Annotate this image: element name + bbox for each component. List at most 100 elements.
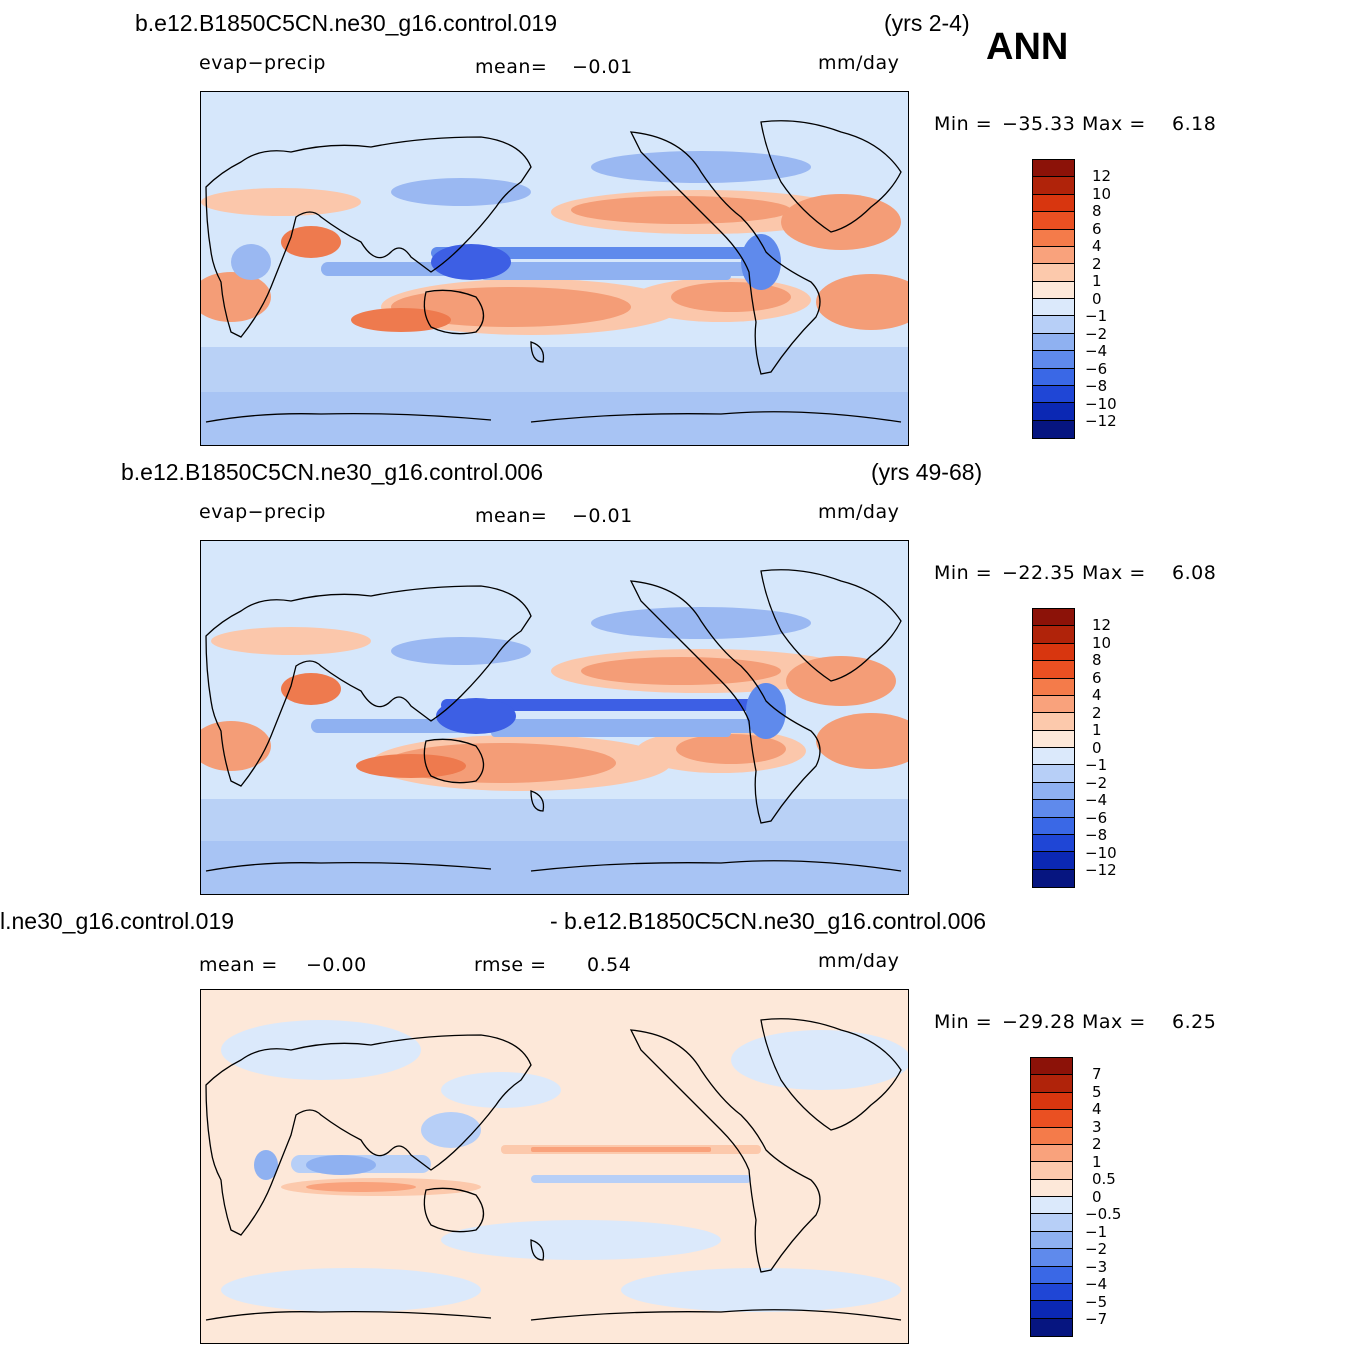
panel2-years: (yrs 49-68) [871, 459, 983, 485]
colorbar-tick-label: 10 [1092, 184, 1112, 203]
colorbar-swatch [1031, 1214, 1072, 1232]
colorbar-swatch [1033, 194, 1074, 213]
colorbar-swatch [1033, 695, 1074, 714]
panel3-rmse-label: rmse = [474, 954, 547, 976]
colorbar-tick-label: 12 [1092, 616, 1112, 634]
colorbar-swatch [1033, 385, 1074, 404]
colorbar-swatch [1033, 246, 1074, 265]
colorbar-tick-label: 6 [1092, 668, 1102, 687]
colorbar-swatch [1031, 1318, 1072, 1336]
panel1-case-title: b.e12.B1850C5CN.ne30_g16.control.019 [135, 10, 557, 36]
panel3-mean-label: mean = [199, 954, 278, 976]
colorbar-tick-label: 0 [1092, 1187, 1102, 1206]
panel1-field [201, 92, 908, 445]
colorbar-swatch [1033, 678, 1074, 696]
colorbar-swatch [1031, 1144, 1072, 1163]
colorbar-tick-label: −12 [1085, 412, 1117, 430]
panel2-min-value: −22.35 [1002, 562, 1076, 584]
colorbar-swatch [1033, 609, 1074, 627]
colorbar-swatch [1033, 403, 1074, 421]
colorbar-tick-label: −10 [1085, 394, 1117, 413]
colorbar-tick-label: −1 [1085, 307, 1108, 325]
colorbar-tick-label: −4 [1085, 791, 1108, 809]
colorbar-swatch [1031, 1283, 1072, 1302]
colorbar-tick-label: −8 [1085, 377, 1108, 395]
colorbar-tick-label: −6 [1085, 808, 1108, 827]
colorbar-tick-label: −6 [1085, 359, 1108, 378]
colorbar-tick-label: −4 [1085, 342, 1108, 360]
panel2-max-value: 6.08 [1172, 562, 1217, 584]
panel2-field [201, 541, 908, 894]
colorbar-swatch [1033, 643, 1074, 662]
colorbar-tick-label: 0 [1092, 289, 1102, 308]
panel1-max-value: 6.18 [1172, 113, 1217, 135]
panel2-case-title: b.e12.B1850C5CN.ne30_g16.control.006 [121, 459, 543, 485]
panel2-units: mm/day [818, 501, 900, 523]
panel1-map [200, 91, 909, 446]
colorbar-tick-label: −12 [1085, 861, 1117, 879]
colorbar-swatch [1033, 748, 1074, 766]
colorbar-tick-label: 2 [1092, 703, 1102, 722]
colorbar-swatch [1033, 782, 1074, 801]
panel3-field [201, 990, 908, 1343]
colorbar-swatch [1031, 1301, 1072, 1319]
colorbar-swatch [1033, 299, 1074, 317]
panel3-max-value: 6.25 [1172, 1011, 1217, 1033]
colorbar-tick-label: −1 [1085, 756, 1108, 774]
panel1-mean-value: −0.01 [572, 56, 633, 78]
panel3-case-diff: - b.e12.B1850C5CN.ne30_g16.control.006 [550, 908, 987, 934]
colorbar-tick-label: −5 [1085, 1292, 1108, 1311]
colorbar-tick-label: 8 [1092, 651, 1102, 669]
colorbar-swatch [1031, 1197, 1072, 1215]
colorbar-swatch [1033, 333, 1074, 352]
colorbar-swatch [1033, 368, 1074, 386]
panel3-mean-value: −0.00 [306, 954, 367, 976]
panel3-units: mm/day [818, 950, 900, 972]
colorbar-swatch [1033, 420, 1074, 438]
panel2-variable: evap−precip [199, 501, 326, 523]
colorbar-tick-label: 5 [1092, 1082, 1102, 1101]
colorbar-tick-label: 6 [1092, 219, 1102, 238]
panel3-rmse-value: 0.54 [587, 954, 632, 976]
colorbar-swatch [1033, 212, 1074, 230]
colorbar-swatch [1031, 1127, 1072, 1145]
panel1-variable: evap−precip [199, 52, 326, 74]
panel2-mean-value: −0.01 [572, 505, 633, 527]
colorbar-tick-label: 10 [1092, 633, 1112, 652]
colorbar-swatch [1033, 281, 1074, 299]
panel1-min-value: −35.33 [1002, 113, 1076, 135]
colorbar-swatch [1031, 1110, 1072, 1128]
panel1-min-label: Min = [934, 113, 993, 135]
panel2-colorbar [1032, 608, 1075, 888]
colorbar-tick-label: −10 [1085, 843, 1117, 862]
colorbar-tick-label: −1 [1085, 1222, 1108, 1241]
panel1-mean-label: mean= [475, 56, 548, 78]
panel3-min-value: −29.28 [1002, 1011, 1076, 1033]
colorbar-swatch [1033, 869, 1074, 887]
colorbar-swatch [1033, 730, 1074, 748]
colorbar-tick-label: 4 [1092, 686, 1102, 704]
colorbar-swatch [1033, 177, 1074, 195]
colorbar-tick-label: −2 [1085, 324, 1108, 343]
panel1-units: mm/day [818, 52, 900, 74]
colorbar-swatch [1033, 229, 1074, 247]
colorbar-tick-label: 4 [1092, 1100, 1102, 1118]
panel2-min-label: Min = [934, 562, 993, 584]
panel3-min-label: Min = [934, 1011, 993, 1033]
colorbar-swatch [1033, 661, 1074, 679]
colorbar-swatch [1033, 765, 1074, 783]
colorbar-tick-label: −0.5 [1085, 1205, 1122, 1223]
colorbar-swatch [1031, 1058, 1072, 1076]
colorbar-tick-label: 1 [1092, 272, 1102, 290]
colorbar-tick-label: 4 [1092, 237, 1102, 255]
colorbar-swatch [1033, 626, 1074, 644]
colorbar-tick-label: −2 [1085, 773, 1108, 792]
colorbar-tick-label: −7 [1085, 1310, 1108, 1328]
colorbar-tick-label: 3 [1092, 1117, 1102, 1136]
panel1-max-label: Max = [1082, 113, 1146, 135]
colorbar-swatch [1031, 1231, 1072, 1250]
panel1-years: (yrs 2-4) [884, 10, 970, 36]
panel3-max-label: Max = [1082, 1011, 1146, 1033]
colorbar-swatch [1031, 1092, 1072, 1111]
panel2-mean-label: mean= [475, 505, 548, 527]
